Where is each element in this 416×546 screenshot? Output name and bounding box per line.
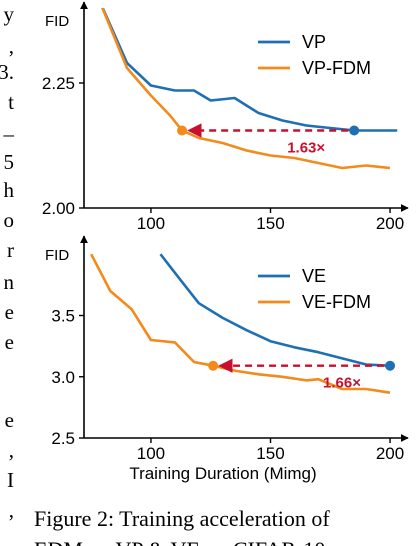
y-axis-label: FID [45, 247, 69, 264]
side-text-fragment: e [4, 408, 14, 432]
y-axis-label: FID [45, 13, 69, 30]
side-text-fragment: e [4, 330, 14, 354]
chart-vp: 100 150 200 2.00 2.25 FID VP VP-FDM 1.63× [42, 1, 409, 233]
x-tick-label: 150 [256, 214, 284, 233]
legend-label-ve-fdm: VE-FDM [302, 292, 371, 312]
x-tick-label: 100 [137, 214, 165, 233]
y-tick-label: 3.0 [51, 368, 75, 387]
speedup-start-marker [349, 125, 360, 136]
x-axis-label: Training Duration (Mimg) [129, 464, 316, 483]
side-text-fragment: 3. [0, 60, 14, 84]
side-text-fragment: – [3, 122, 15, 146]
side-text-fragment: 5 [3, 150, 15, 174]
legend-label-vp: VP [302, 32, 326, 52]
x-tick-label: 100 [137, 444, 165, 463]
x-tick-label: 200 [376, 444, 404, 463]
speedup-start-marker [385, 360, 396, 371]
speedup-label: 1.63× [287, 140, 325, 157]
speedup-label: 1.66× [323, 375, 361, 392]
side-text-fragment: I [7, 468, 14, 492]
x-tick-label: 150 [256, 444, 284, 463]
series-line-vp-fdm [100, 8, 391, 170]
series-line-ve [159, 253, 391, 367]
side-text-fragment: , [8, 438, 14, 462]
side-text-fragment: , [8, 498, 14, 522]
caption-line-1: Figure 2: Training acceleration of [34, 506, 330, 531]
cropped-side-text: y, 3. t –5 h o r n e e e, I, [0, 0, 18, 546]
y-tick-label: 2.5 [51, 429, 75, 448]
speedup-end-marker [208, 360, 219, 371]
side-text-fragment: t [8, 90, 14, 114]
speedup-end-marker [177, 125, 188, 136]
caption-line-2: EDM on VP & VE on CIFAR-10 [34, 534, 416, 546]
charts-figure: 100 150 200 2.00 2.25 FID VP VP-FDM 1.63× 100 150… [42, 1, 409, 483]
side-text-fragment: o [3, 208, 15, 232]
side-text-fragment: r [7, 238, 14, 262]
x-tick-label: 200 [376, 214, 404, 233]
legend-label-ve: VE [302, 266, 326, 286]
side-text-fragment: n [3, 270, 15, 294]
legend-label-vp-fdm: VP-FDM [302, 58, 371, 78]
side-text-fragment: h [3, 178, 15, 202]
side-text-fragment: e [4, 300, 14, 324]
y-tick-label: 3.5 [51, 307, 75, 326]
side-text-fragment: , [8, 34, 14, 58]
side-text-fragment: y [3, 2, 15, 26]
figure-caption: Figure 2: Training acceleration of EDM o… [34, 503, 416, 546]
y-tick-label: 2.25 [42, 74, 75, 93]
series-line-ve-fdm [90, 253, 391, 394]
y-tick-label: 2.00 [42, 199, 75, 218]
chart-ve: 100 150 200 2.5 3.0 3.5 FID VE VE-FDM 1.66× Traini… [45, 235, 409, 483]
